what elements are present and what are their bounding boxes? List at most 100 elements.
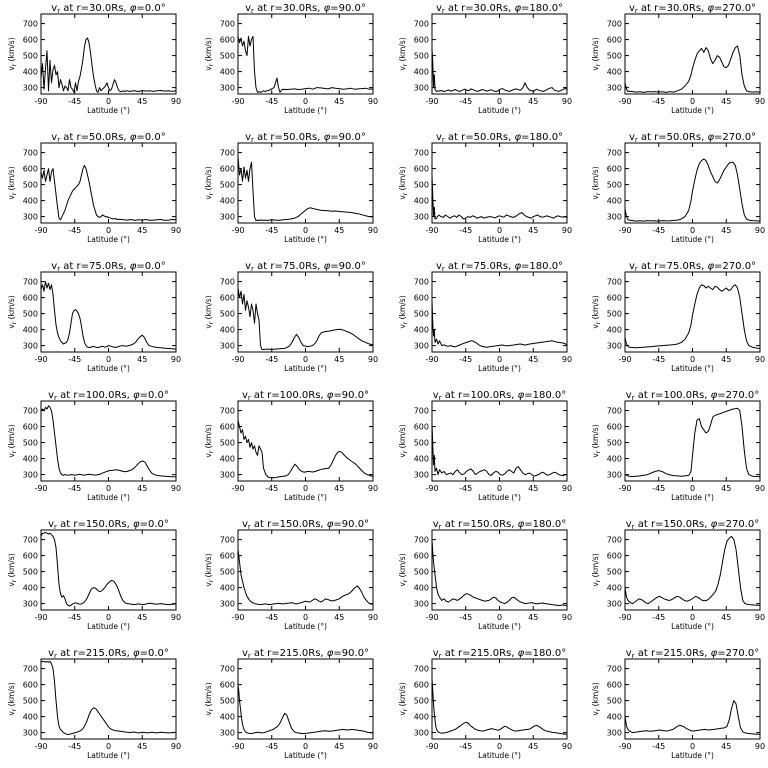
y-label-units: (km/s)	[7, 424, 16, 450]
y-tick-label: 600	[414, 36, 429, 45]
axes-frame	[237, 529, 374, 611]
x-tick-label: 90	[562, 742, 572, 751]
y-label-units: (km/s)	[591, 553, 600, 579]
panel: vr at r=75.0Rs, φ=180.0°-90 -45 0 45 9030040…	[398, 261, 572, 373]
title-phi: φ	[133, 648, 140, 659]
title-sub: r	[248, 523, 251, 531]
title-radius: at r=75.0Rs,	[254, 261, 324, 272]
title-v: v	[51, 3, 57, 14]
y-label-units: (km/s)	[398, 295, 407, 321]
y-label-units: (km/s)	[591, 166, 600, 192]
panel: vr at r=30.0Rs, φ=90.0°-90 -45 0 45 90300400…	[204, 3, 378, 115]
title-angle: =90.0°	[330, 261, 366, 272]
x-axis-label: Latitude (°)	[478, 364, 521, 373]
y-label-v: v	[204, 66, 213, 71]
title-radius: at r=50.0Rs,	[445, 132, 515, 143]
y-label-v: v	[204, 582, 213, 587]
title-angle: =180.0°	[521, 261, 563, 272]
y-label-sub: r	[208, 450, 215, 453]
title-angle: =0.0°	[140, 390, 169, 401]
x-axis-label: Latitude (°)	[284, 751, 327, 760]
y-tick-label: 400	[23, 197, 38, 206]
y-tick-label: 400	[607, 68, 622, 77]
y-tick-label: 700	[220, 407, 235, 416]
x-tick-label: -45	[652, 226, 665, 235]
title-angle: =270.0°	[714, 132, 756, 143]
axes-frame	[40, 529, 177, 611]
y-tick-label: 600	[23, 36, 38, 45]
x-tick-label: 45	[137, 613, 147, 622]
y-label-sub: r	[595, 192, 602, 195]
y-label-v: v	[398, 453, 407, 458]
x-tick-label: -90	[618, 742, 631, 751]
vr-series-line	[431, 49, 568, 93]
y-tick-label: 700	[23, 536, 38, 545]
y-tick-label: 300	[414, 213, 429, 222]
x-axis-label: Latitude (°)	[87, 106, 130, 115]
vr-series-line	[40, 37, 177, 93]
panel: vr at r=30.0Rs, φ=180.0°-90 -45 0 45 9030040…	[398, 3, 572, 115]
title-sub: r	[57, 265, 60, 273]
x-tick-label: 0	[690, 484, 695, 493]
y-label-units: (km/s)	[7, 553, 16, 579]
x-tick-label: -45	[68, 355, 81, 364]
x-tick-label: -45	[265, 613, 278, 622]
y-tick-label: 300	[607, 729, 622, 738]
x-tick-label: -45	[68, 742, 81, 751]
panel-title: vr at r=150.0Rs, φ=0.0°	[48, 519, 169, 531]
title-angle: =0.0°	[140, 519, 169, 530]
y-label-v: v	[591, 324, 600, 329]
title-sub: r	[632, 394, 635, 402]
x-tick-label: 0	[303, 613, 308, 622]
y-label-v: v	[7, 66, 16, 71]
x-tick-label: 45	[334, 484, 344, 493]
panel: vr at r=150.0Rs, φ=0.0°-90 -45 0 45 90300400…	[7, 519, 181, 631]
x-tick-label: 0	[497, 226, 502, 235]
y-tick-label: 400	[607, 455, 622, 464]
axes-frame	[40, 400, 177, 482]
panel-title: vr at r=215.0Rs, φ=180.0°	[433, 648, 566, 660]
title-phi: φ	[518, 519, 525, 530]
x-tick-label: 0	[106, 742, 111, 751]
y-label-sub: r	[11, 708, 18, 711]
vr-series-line	[431, 539, 568, 607]
axes-frame	[237, 142, 374, 224]
panel: vr at r=100.0Rs, φ=0.0°-90 -45 0 45 90300400…	[7, 390, 181, 502]
x-tick-label: -45	[459, 484, 472, 493]
x-axis-label: Latitude (°)	[87, 493, 130, 502]
y-tick-label: 300	[414, 84, 429, 93]
panel: vr at r=150.0Rs, φ=90.0°-90 -45 0 45 9030040…	[204, 519, 378, 631]
title-sub: r	[251, 136, 254, 144]
y-label-v: v	[204, 324, 213, 329]
title-v: v	[629, 132, 635, 143]
title-sub: r	[442, 7, 445, 15]
y-axis-label: vr (km/s)	[204, 682, 215, 715]
y-axis-label: vr (km/s)	[398, 37, 409, 70]
title-phi: φ	[514, 132, 521, 143]
y-tick-label: 600	[607, 423, 622, 432]
title-radius: at r=100.0Rs,	[251, 390, 327, 401]
y-tick-label: 500	[414, 439, 429, 448]
x-tick-label: -90	[618, 226, 631, 235]
title-radius: at r=100.0Rs,	[442, 390, 518, 401]
x-tick-label: 45	[137, 226, 147, 235]
y-tick-label: 500	[414, 310, 429, 319]
x-axis-label: Latitude (°)	[87, 364, 130, 373]
panel-title: vr at r=100.0Rs, φ=270.0°	[626, 390, 759, 402]
axes-frame	[624, 142, 761, 224]
x-tick-label: -45	[265, 355, 278, 364]
panel: vr at r=100.0Rs, φ=180.0°-90 -45 0 45 903004…	[398, 390, 572, 502]
y-axis-label: vr (km/s)	[7, 37, 18, 70]
x-tick-label: 90	[368, 355, 378, 364]
x-tick-label: -90	[425, 226, 438, 235]
y-tick-label: 600	[414, 681, 429, 690]
y-tick-label: 600	[414, 165, 429, 174]
y-label-v: v	[398, 66, 407, 71]
title-v: v	[436, 3, 442, 14]
y-axis-label: vr (km/s)	[398, 553, 409, 586]
title-sub: r	[439, 652, 442, 660]
vr-series-line	[237, 35, 374, 93]
x-tick-label: 90	[755, 613, 765, 622]
y-label-units: (km/s)	[398, 166, 407, 192]
